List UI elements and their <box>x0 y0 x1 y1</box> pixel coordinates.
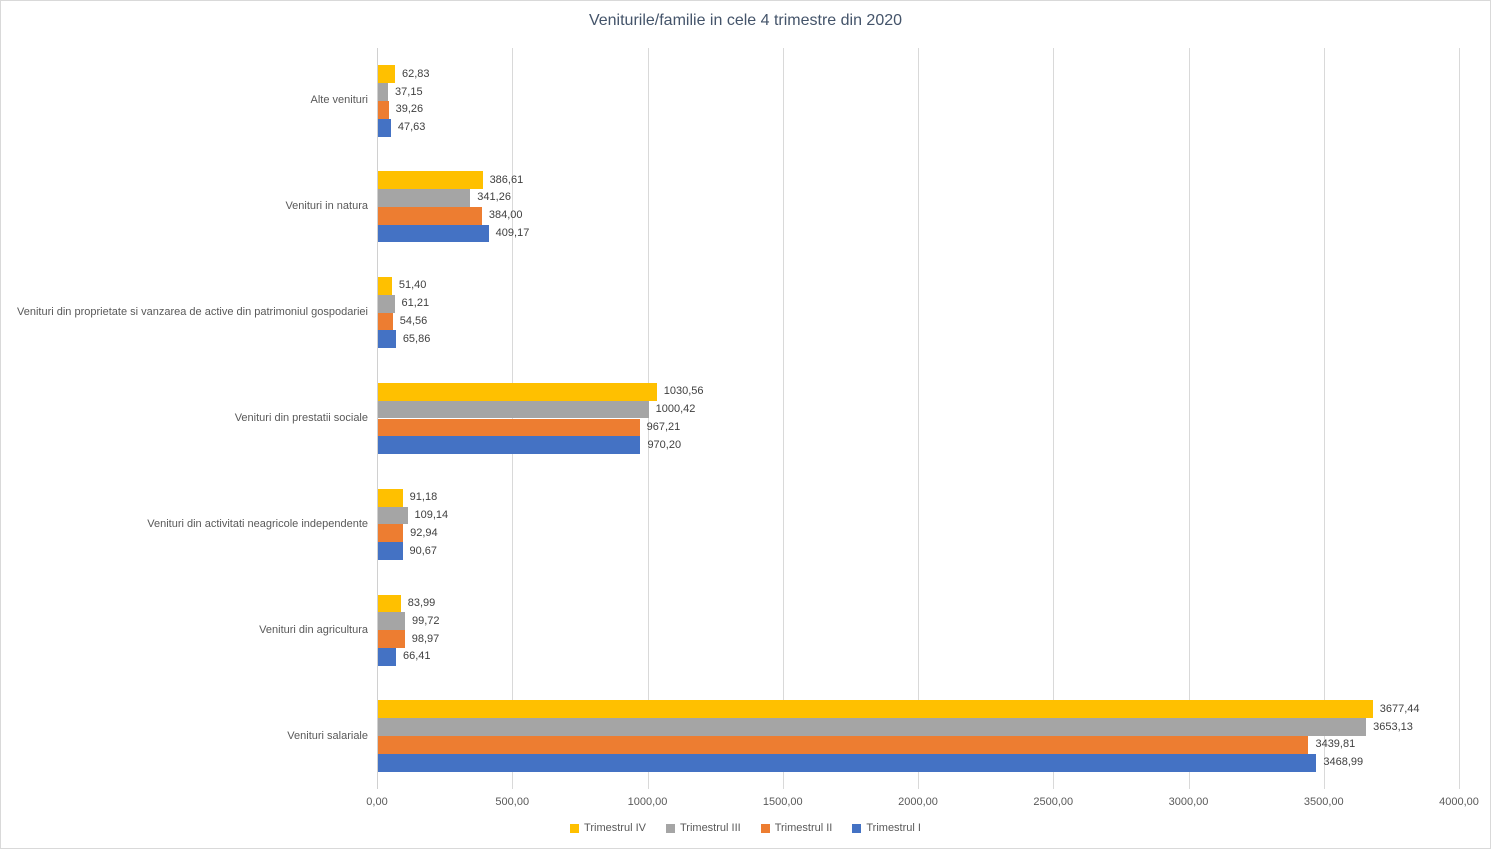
x-axis-tick-label: 2500,00 <box>1033 796 1074 808</box>
bar <box>378 612 405 631</box>
bar-value-label: 62,83 <box>401 67 430 80</box>
bar <box>378 382 657 401</box>
gridline <box>647 48 649 789</box>
bar <box>378 648 396 666</box>
bar-value-label: 3653,13 <box>1373 720 1413 733</box>
bar <box>378 418 640 437</box>
bar-value-label: 341,26 <box>477 191 511 204</box>
category-label: Alte venituri <box>310 94 368 107</box>
bar-value-label: 1000,42 <box>655 403 696 416</box>
bar <box>378 400 649 419</box>
x-axis-tick-label: 3000,00 <box>1168 796 1209 808</box>
bar-value-label: 54,56 <box>399 315 428 328</box>
bar <box>378 83 389 101</box>
x-axis-tick-label: 4000,00 <box>1439 796 1479 808</box>
bar-value-label: 51,40 <box>398 279 427 292</box>
chart-title: Veniturile/familie in cele 4 trimestre d… <box>588 12 903 29</box>
bar-value-label: 3439,81 <box>1315 738 1356 751</box>
x-axis-tick-label: 1000,00 <box>627 796 668 808</box>
bar <box>378 224 489 243</box>
x-axis-tick-label: 2000,00 <box>898 796 938 808</box>
bar <box>378 736 1309 754</box>
gridline <box>1053 48 1055 789</box>
legend-swatch <box>570 823 580 833</box>
x-axis-tick-label: 500,00 <box>495 796 530 808</box>
bar <box>378 718 1367 737</box>
legend-label: Trimestrul IV <box>584 822 646 834</box>
bar <box>378 488 403 507</box>
bar <box>378 294 395 313</box>
gridline <box>1459 48 1460 789</box>
bar-value-label: 47,63 <box>397 121 426 134</box>
bar <box>378 630 405 648</box>
bar <box>378 277 392 295</box>
bar <box>378 542 403 560</box>
bar <box>378 100 389 119</box>
x-axis-tick-label: 3500,00 <box>1303 796 1344 808</box>
category-label: Venituri din activitati neagricole indep… <box>147 517 368 530</box>
bar-value-label: 83,99 <box>407 597 436 609</box>
y-axis-line <box>377 48 378 789</box>
category-label: Venituri din prestatii sociale <box>234 412 368 424</box>
bar-value-label: 384,00 <box>488 209 523 222</box>
category-label: Venituri din agricultura <box>259 623 368 636</box>
bar <box>378 436 641 455</box>
category-label: Venituri salariale <box>287 729 368 742</box>
bar <box>378 330 396 349</box>
bar-value-label: 970,20 <box>647 438 682 451</box>
bar <box>378 594 401 613</box>
bar-value-label: 39,26 <box>395 103 424 116</box>
legend-item: Trimestrul III <box>665 822 741 834</box>
bar-value-label: 91,18 <box>409 491 438 504</box>
bar-value-label: 109,14 <box>414 508 449 521</box>
bar-value-label: 37,15 <box>395 85 423 98</box>
bar-value-label: 967,21 <box>646 420 681 433</box>
legend-item: Trimestrul IV <box>570 822 646 834</box>
bar-value-label: 61,21 <box>401 297 430 310</box>
bar-value-label: 98,97 <box>411 632 440 645</box>
legend-item: Trimestrul II <box>760 822 833 834</box>
legend-swatch <box>665 823 675 833</box>
legend-swatch <box>760 823 770 833</box>
category-label: Venituri in natura <box>285 200 368 213</box>
legend-label: Trimestrul I <box>866 822 921 834</box>
bar-value-label: 409,17 <box>495 226 530 239</box>
legend-label: Trimestrul III <box>679 822 741 834</box>
bar <box>378 65 395 84</box>
bar-value-label: 99,72 <box>411 614 440 627</box>
x-axis-tick-label: 0,00 <box>366 796 388 808</box>
gridline <box>918 48 919 789</box>
gridline <box>782 48 784 789</box>
x-axis-tick-label: 1500,00 <box>762 796 803 808</box>
legend-swatch <box>852 823 862 833</box>
legend-label: Trimestrul II <box>774 822 833 834</box>
bar <box>378 524 404 543</box>
bar-value-label: 65,86 <box>402 332 431 345</box>
gridline <box>1188 48 1190 789</box>
legend-item: Trimestrul I <box>852 822 921 834</box>
bar-value-label: 386,61 <box>489 173 524 186</box>
bar <box>378 118 391 137</box>
chart-legend: Trimestrul IV Trimestrul III Trimestrul II… <box>1 822 1490 834</box>
bar <box>378 312 393 331</box>
bar-value-label: 3468,99 <box>1323 756 1364 769</box>
bar-value-label: 3677,44 <box>1379 702 1420 715</box>
bar-value-label: 92,94 <box>410 526 438 539</box>
bar-value-label: 1030,56 <box>663 385 704 398</box>
bar <box>378 700 1373 719</box>
bar-value-label: 66,41 <box>402 650 431 663</box>
gridline <box>1323 48 1325 789</box>
bar-value-label: 90,67 <box>409 544 438 557</box>
bar <box>378 506 408 525</box>
bar <box>378 171 483 189</box>
bar <box>378 753 1317 772</box>
category-label: Venituri din proprietate si vanzarea de … <box>17 306 368 319</box>
bar <box>378 188 471 207</box>
bar <box>378 206 482 225</box>
